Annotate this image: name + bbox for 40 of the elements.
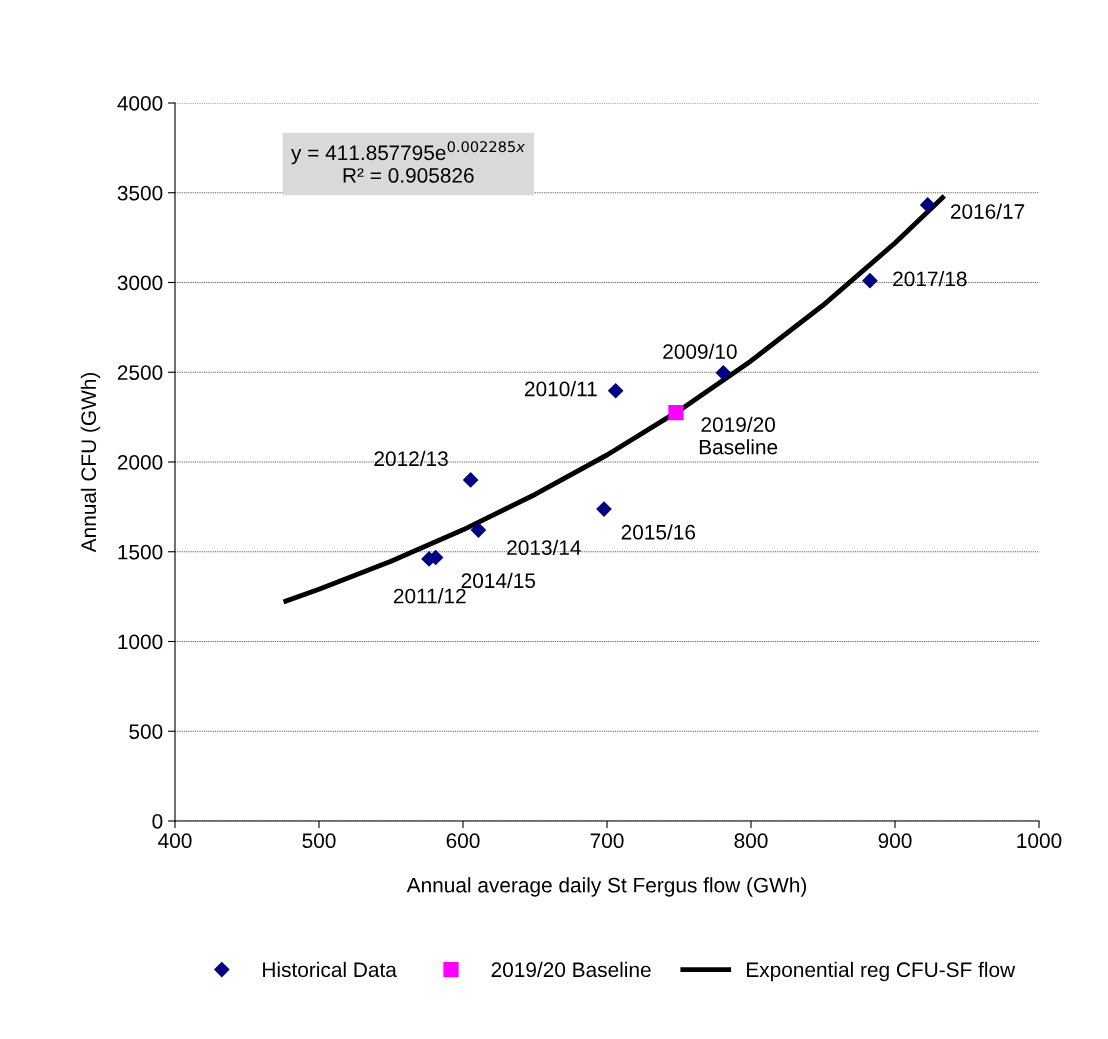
legend-label: Historical Data bbox=[263, 961, 397, 978]
annotation: 2009/10 bbox=[663, 343, 737, 359]
annotation: 2016/17 bbox=[950, 203, 1025, 219]
y-tick-label: 3000 bbox=[117, 275, 163, 291]
y-tick-label: 3500 bbox=[117, 185, 163, 201]
y-tick-label: 0 bbox=[152, 814, 163, 829]
x-tick-label: 400 bbox=[158, 833, 192, 849]
annotation: 2012/13 bbox=[374, 450, 448, 467]
annotation: 2011/12 bbox=[393, 588, 466, 604]
x-axis-title: Annual average daily St Fergus flow (GWh) bbox=[406, 877, 807, 897]
y-tick-label: 2500 bbox=[117, 365, 163, 380]
point bbox=[463, 472, 479, 488]
x-tick-label: 1000 bbox=[1017, 833, 1062, 849]
point bbox=[608, 383, 624, 399]
y-tick-label: 1500 bbox=[118, 544, 163, 560]
y-tick-label: 500 bbox=[129, 724, 163, 739]
legend-label: 2019/20 Baseline bbox=[491, 961, 651, 978]
y-axis-title: Annual CFU (GWh) bbox=[80, 372, 101, 553]
x-tick-label: 500 bbox=[302, 833, 336, 849]
y-tick-label: 1000 bbox=[118, 634, 163, 650]
y-tick-label: 4000 bbox=[117, 96, 163, 111]
point bbox=[596, 501, 612, 517]
point bbox=[715, 365, 731, 381]
point bbox=[862, 273, 878, 289]
point bbox=[920, 197, 936, 213]
annotation: 2010/11 bbox=[525, 381, 597, 397]
point bbox=[470, 522, 486, 538]
annotation: 2014/15 bbox=[461, 572, 536, 589]
annotation: 2019/20 Baseline bbox=[699, 416, 778, 455]
x-tick-label: 600 bbox=[446, 833, 480, 849]
x-tick-label: 700 bbox=[590, 833, 624, 849]
annotation: 2013/14 bbox=[507, 539, 581, 556]
y-tick-label: 2000 bbox=[117, 455, 163, 470]
point bbox=[668, 404, 684, 421]
annotation: 2017/18 bbox=[893, 270, 967, 287]
annotation: y = 411.857795e$^{0.002285x}$ R² = 0.905826 bbox=[291, 141, 525, 183]
x-tick-label: 900 bbox=[878, 833, 912, 849]
annotation: 2015/16 bbox=[621, 524, 696, 540]
legend-label: Exponential reg CFU-SF flow bbox=[747, 961, 1016, 982]
x-tick-label: 800 bbox=[734, 833, 768, 849]
